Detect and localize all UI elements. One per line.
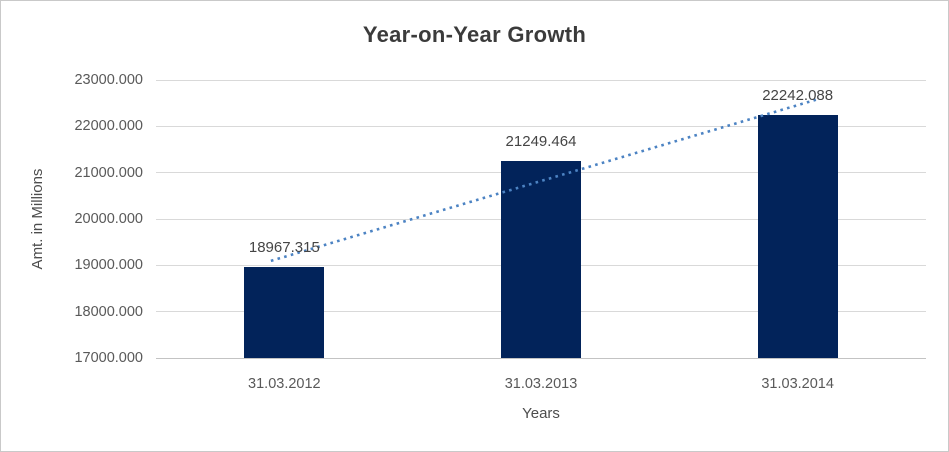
bar <box>501 161 581 358</box>
y-axis-tick-label: 18000.000 <box>74 303 143 320</box>
x-axis-tick-label: 31.03.2014 <box>761 376 834 392</box>
bar <box>757 115 838 358</box>
x-axis-title: Years <box>522 405 560 422</box>
y-axis-tick-label: 20000.000 <box>74 211 143 227</box>
x-axis-line <box>156 357 926 359</box>
y-axis-tick-label: 19000.000 <box>74 257 143 274</box>
y-axis-tick-label: 22000.000 <box>74 118 143 135</box>
bar-data-label: 22242.088 <box>762 87 834 105</box>
chart-title: Year-on-Year Growth <box>362 22 587 47</box>
y-axis-tick-label: 17000.000 <box>74 350 143 366</box>
bar-data-label: 18967.315 <box>248 238 320 256</box>
x-axis-tick-label: 31.03.2013 <box>504 376 578 392</box>
bar-data-label: 21249.464 <box>505 133 577 151</box>
y-axis-tick-label: 21000.000 <box>74 164 143 181</box>
gridline <box>156 79 926 81</box>
y-axis-tick-label: 23000.000 <box>74 72 143 88</box>
x-axis-tick-label: 31.03.2012 <box>248 376 321 392</box>
bar <box>244 266 325 358</box>
